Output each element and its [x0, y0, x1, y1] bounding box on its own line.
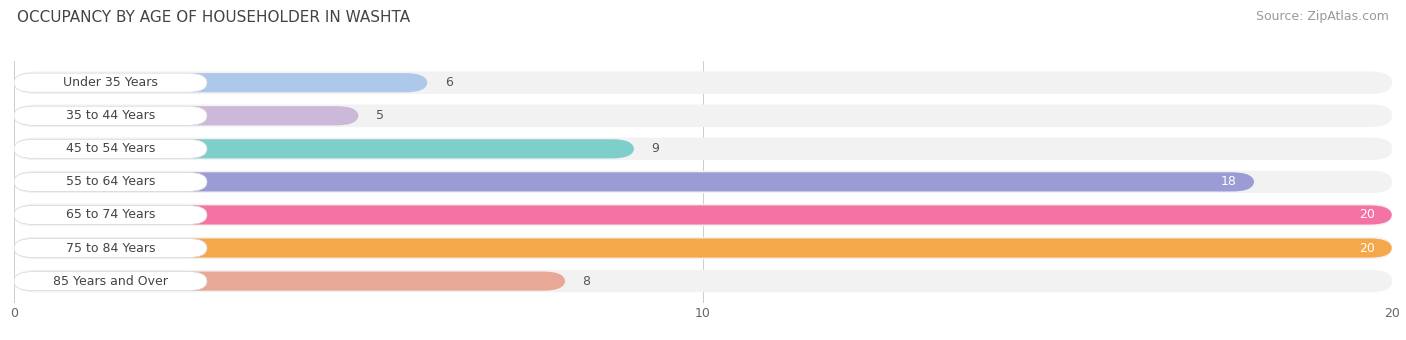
- Text: 35 to 44 Years: 35 to 44 Years: [66, 109, 155, 122]
- FancyBboxPatch shape: [14, 104, 1392, 127]
- Text: Under 35 Years: Under 35 Years: [63, 76, 157, 89]
- FancyBboxPatch shape: [14, 238, 207, 258]
- FancyBboxPatch shape: [14, 71, 1392, 94]
- Text: 9: 9: [651, 142, 659, 155]
- Text: 65 to 74 Years: 65 to 74 Years: [66, 208, 155, 221]
- FancyBboxPatch shape: [14, 73, 427, 92]
- FancyBboxPatch shape: [14, 172, 1254, 191]
- Text: 20: 20: [1358, 208, 1375, 221]
- Text: 75 to 84 Years: 75 to 84 Years: [66, 241, 155, 255]
- Text: 18: 18: [1220, 175, 1237, 188]
- FancyBboxPatch shape: [14, 106, 359, 125]
- FancyBboxPatch shape: [14, 205, 1392, 224]
- Text: 6: 6: [444, 76, 453, 89]
- FancyBboxPatch shape: [14, 237, 1392, 259]
- Text: OCCUPANCY BY AGE OF HOUSEHOLDER IN WASHTA: OCCUPANCY BY AGE OF HOUSEHOLDER IN WASHT…: [17, 10, 411, 25]
- FancyBboxPatch shape: [14, 172, 207, 191]
- FancyBboxPatch shape: [14, 272, 207, 291]
- FancyBboxPatch shape: [14, 204, 1392, 226]
- Text: 5: 5: [375, 109, 384, 122]
- FancyBboxPatch shape: [14, 272, 565, 291]
- FancyBboxPatch shape: [14, 138, 1392, 160]
- Text: 8: 8: [582, 275, 591, 288]
- Text: Source: ZipAtlas.com: Source: ZipAtlas.com: [1256, 10, 1389, 23]
- FancyBboxPatch shape: [14, 106, 207, 125]
- FancyBboxPatch shape: [14, 139, 634, 158]
- FancyBboxPatch shape: [14, 238, 1392, 258]
- FancyBboxPatch shape: [14, 73, 207, 92]
- Text: 45 to 54 Years: 45 to 54 Years: [66, 142, 155, 155]
- FancyBboxPatch shape: [14, 205, 207, 224]
- Text: 55 to 64 Years: 55 to 64 Years: [66, 175, 155, 188]
- FancyBboxPatch shape: [14, 270, 1392, 292]
- Text: 20: 20: [1358, 241, 1375, 255]
- FancyBboxPatch shape: [14, 171, 1392, 193]
- Text: 85 Years and Over: 85 Years and Over: [53, 275, 167, 288]
- FancyBboxPatch shape: [14, 139, 207, 158]
